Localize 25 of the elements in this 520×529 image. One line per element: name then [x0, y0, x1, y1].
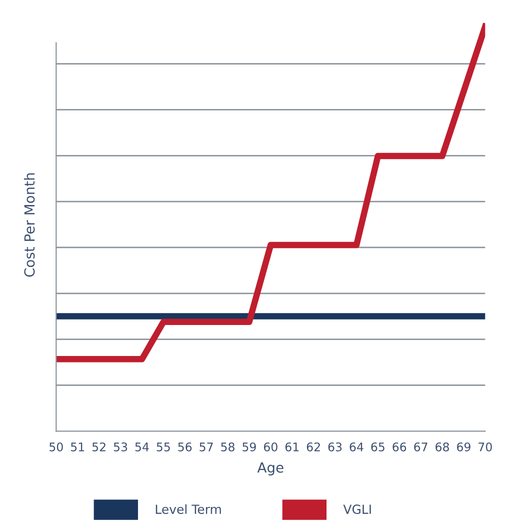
x-tick-label: 53: [114, 442, 128, 452]
x-tick-label: 59: [242, 442, 256, 452]
x-axis-title: Age: [257, 462, 284, 476]
x-tick-label: 64: [350, 442, 364, 452]
x-tick-label: 65: [371, 442, 384, 452]
legend-label: Level Term: [156, 504, 221, 514]
x-tick-label: 67: [414, 442, 428, 452]
x-tick-label: 51: [71, 442, 84, 452]
x-tick-label: 61: [285, 442, 299, 452]
x-tick-label: 66: [392, 442, 406, 452]
x-tick-label: 57: [200, 442, 213, 452]
x-tick-label: 63: [328, 442, 342, 452]
legend-label: VGLI: [343, 504, 371, 514]
x-tick-label: 69: [457, 442, 470, 452]
y-axis-title: Cost Per Month: [24, 173, 35, 277]
x-tick-label: 50: [50, 442, 63, 452]
x-tick-label: 58: [221, 442, 234, 452]
x-tick-label: 56: [178, 442, 192, 452]
x-tick-label: 54: [135, 442, 149, 452]
x-tick-label: 68: [436, 442, 449, 452]
x-tick-label: 55: [156, 442, 170, 452]
x-tick-label: 62: [306, 442, 320, 452]
x-tick-label: 52: [92, 442, 106, 452]
x-tick-label: 70: [478, 442, 492, 452]
x-tick-label: 60: [264, 442, 278, 452]
